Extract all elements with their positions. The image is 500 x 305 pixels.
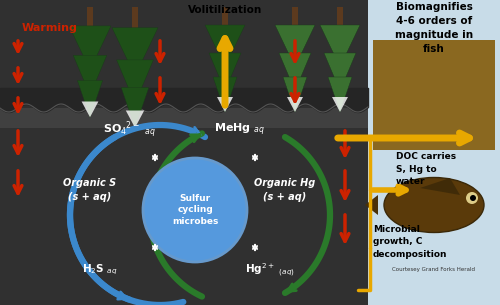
Polygon shape — [73, 55, 107, 95]
Polygon shape — [332, 97, 348, 112]
Polygon shape — [78, 81, 102, 117]
Polygon shape — [283, 77, 307, 112]
Polygon shape — [69, 26, 111, 70]
Polygon shape — [112, 28, 158, 76]
Polygon shape — [328, 77, 352, 112]
Bar — [292, 7, 298, 25]
Text: Courtesey Grand Forks Herald: Courtesey Grand Forks Herald — [392, 267, 475, 272]
Bar — [87, 7, 93, 26]
Text: Hg$^{2+}$ $_{(aq)}$: Hg$^{2+}$ $_{(aq)}$ — [245, 261, 295, 278]
Polygon shape — [420, 178, 460, 195]
Bar — [222, 7, 228, 25]
Polygon shape — [116, 60, 154, 104]
Polygon shape — [82, 102, 98, 117]
Polygon shape — [213, 77, 237, 112]
Text: Organic Hg
(s + aq): Organic Hg (s + aq) — [254, 178, 316, 202]
Text: Sulfur
cycling
microbes: Sulfur cycling microbes — [172, 194, 218, 226]
Bar — [0, 0, 368, 305]
Text: Biomagnifies
4-6 orders of
magnitude in
fish: Biomagnifies 4-6 orders of magnitude in … — [395, 2, 473, 54]
Text: SO$_4$$^{2-}$ $_{aq}$: SO$_4$$^{2-}$ $_{aq}$ — [104, 120, 156, 141]
Bar — [337, 7, 343, 25]
Bar — [132, 7, 138, 28]
Polygon shape — [320, 25, 360, 67]
Polygon shape — [324, 53, 356, 91]
Text: Microbial
growth, C
decomposition: Microbial growth, C decomposition — [373, 225, 448, 259]
Polygon shape — [126, 110, 144, 128]
Ellipse shape — [384, 178, 484, 232]
Bar — [0, 108, 368, 128]
Polygon shape — [275, 25, 315, 67]
Polygon shape — [121, 88, 149, 128]
Text: H$_2$S $_{aq}$: H$_2$S $_{aq}$ — [82, 263, 118, 277]
Text: MeHg $_{aq}$: MeHg $_{aq}$ — [214, 122, 266, 138]
Polygon shape — [365, 195, 378, 215]
Circle shape — [466, 192, 478, 204]
Text: Organic S
(s + aq): Organic S (s + aq) — [64, 178, 116, 202]
Polygon shape — [217, 97, 233, 112]
Polygon shape — [209, 53, 241, 91]
Text: Warming: Warming — [22, 23, 78, 33]
Circle shape — [470, 195, 476, 201]
Circle shape — [143, 158, 247, 262]
Bar — [368, 0, 500, 305]
Polygon shape — [205, 25, 245, 67]
Text: Volitilization: Volitilization — [188, 5, 262, 15]
Polygon shape — [279, 53, 311, 91]
Text: DOC carries
S, Hg to
water: DOC carries S, Hg to water — [396, 152, 456, 186]
Polygon shape — [287, 97, 303, 112]
Bar — [373, 40, 495, 150]
